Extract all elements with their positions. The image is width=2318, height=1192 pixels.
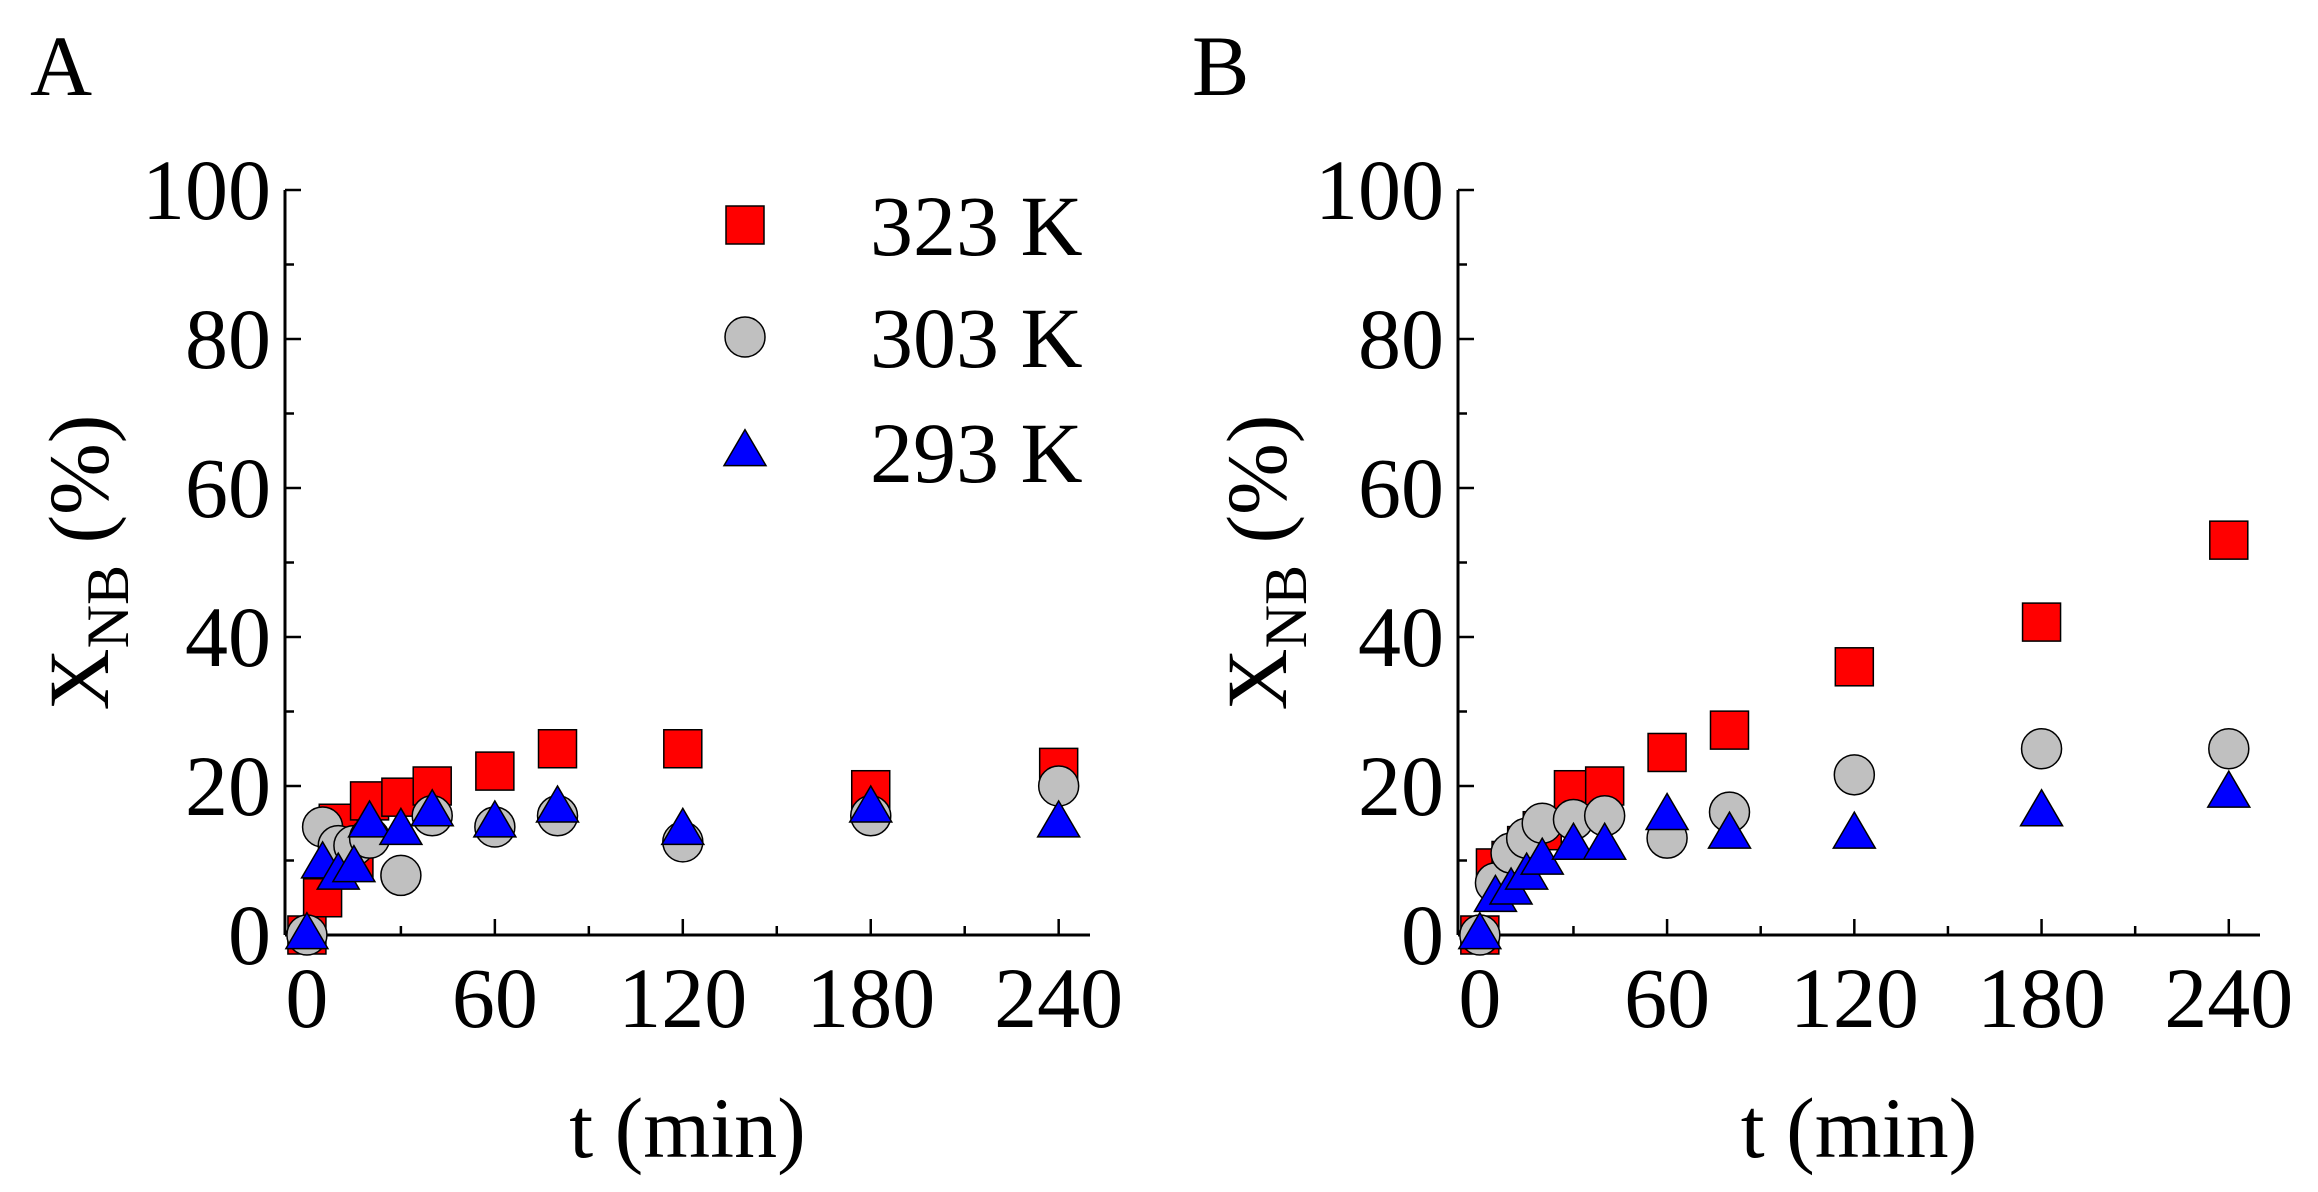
data-point bbox=[409, 788, 455, 827]
data-point bbox=[331, 844, 377, 883]
x-tick-label: 240 bbox=[2164, 950, 2293, 1046]
panel-b-chart: B 0 20 40 60 80 100 0 60 120 180 240 t (min) XNB (%) bbox=[1192, 18, 2293, 1176]
x-axis-title: t (min) bbox=[1741, 1080, 1977, 1176]
y-tick-label: 100 bbox=[1315, 142, 1444, 238]
data-point bbox=[663, 729, 703, 769]
data-point bbox=[1457, 911, 1503, 950]
y-tick-label: 40 bbox=[185, 589, 271, 685]
legend-label: 323 K bbox=[870, 178, 1083, 274]
legend-marker bbox=[724, 316, 766, 358]
x-tick-label: 120 bbox=[618, 950, 747, 1046]
data-point bbox=[2208, 728, 2250, 770]
legend: 323 K 303 K 293 K bbox=[722, 178, 1083, 501]
series-293-k bbox=[284, 784, 1081, 950]
y-tick-label: 100 bbox=[142, 142, 271, 238]
data-point bbox=[848, 784, 894, 823]
data-point bbox=[2020, 728, 2063, 770]
y-axis-title-main: X bbox=[1209, 648, 1305, 710]
x-tick-label: 60 bbox=[1624, 950, 1710, 1046]
data-point bbox=[284, 911, 330, 950]
data-point bbox=[1833, 754, 1876, 796]
y-tick-label: 60 bbox=[185, 440, 271, 536]
data-point bbox=[1644, 791, 1690, 831]
x-tick-label: 0 bbox=[1458, 950, 1501, 1046]
y-axis-title-subscript: NB bbox=[75, 565, 141, 648]
y-tick-label: 0 bbox=[228, 887, 271, 983]
data-point bbox=[472, 799, 518, 838]
x-tick-label: 0 bbox=[285, 950, 328, 1046]
y-tick-label: 80 bbox=[1358, 291, 1444, 387]
y-axis-title: XNB (%) bbox=[31, 415, 141, 711]
x-tick-label: 60 bbox=[452, 950, 538, 1046]
data-point bbox=[2206, 769, 2252, 808]
data-point bbox=[2209, 520, 2249, 560]
x-axis-title: t (min) bbox=[569, 1080, 805, 1176]
y-axis-title: XNB (%) bbox=[1209, 415, 1319, 711]
y-tick-label: 20 bbox=[185, 738, 271, 834]
data-point bbox=[537, 729, 578, 769]
y-axis-title-unit: (%) bbox=[1209, 415, 1305, 565]
data-point bbox=[1036, 799, 1081, 838]
data-point bbox=[1551, 821, 1596, 861]
data-point bbox=[1709, 710, 1750, 750]
y-tick-label: 60 bbox=[1358, 440, 1444, 536]
legend-marker bbox=[725, 205, 765, 245]
data-point bbox=[1834, 647, 1875, 687]
x-tick-label: 120 bbox=[1790, 950, 1919, 1046]
x-tick-label: 240 bbox=[994, 950, 1123, 1046]
y-axis-title-subscript: NB bbox=[1253, 565, 1319, 648]
data-point bbox=[1707, 810, 1752, 849]
data-point bbox=[1647, 732, 1687, 773]
panel-letter: A bbox=[30, 18, 92, 114]
y-tick-label: 0 bbox=[1401, 887, 1444, 983]
y-tick-label: 40 bbox=[1358, 589, 1444, 685]
data-point bbox=[2019, 788, 2064, 827]
data-point bbox=[1519, 836, 1565, 875]
data-point bbox=[1582, 821, 1627, 861]
data-point bbox=[1832, 810, 1877, 849]
data-point bbox=[2021, 602, 2062, 642]
y-tick-label: 20 bbox=[1358, 738, 1444, 834]
series-323-k bbox=[1460, 520, 2249, 955]
legend-marker bbox=[722, 428, 768, 467]
y-axis-title-unit: (%) bbox=[31, 415, 127, 565]
y-axis-title-main: X bbox=[31, 648, 127, 710]
data-point bbox=[535, 784, 580, 823]
data-point bbox=[475, 751, 515, 791]
panel-letter: B bbox=[1192, 18, 1249, 114]
y-tick-label: 80 bbox=[185, 291, 271, 387]
panel-a-chart: A 0 20 40 60 80 100 0 60 120 180 240 t (min) XNB (%) bbox=[30, 18, 1123, 1176]
data-point bbox=[660, 806, 706, 846]
series-293-k bbox=[1457, 769, 2252, 950]
legend-label: 303 K bbox=[870, 290, 1083, 386]
x-tick-label: 180 bbox=[806, 950, 935, 1046]
data-point bbox=[347, 799, 392, 838]
data-point bbox=[380, 854, 422, 897]
x-tick-label: 180 bbox=[1977, 950, 2106, 1046]
legend-label: 293 K bbox=[870, 405, 1083, 501]
